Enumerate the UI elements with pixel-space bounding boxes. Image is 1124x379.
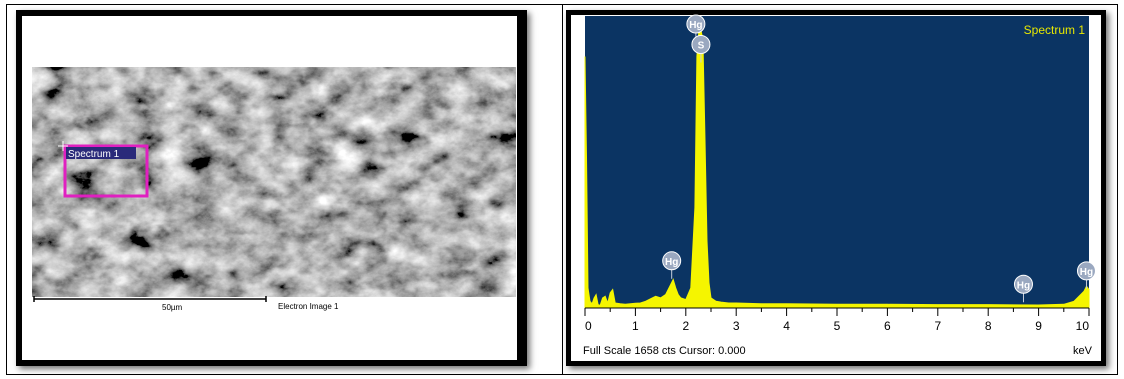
marker-badge	[686, 14, 706, 34]
marker-label: S	[698, 40, 705, 51]
full-scale-readout: Full Scale 1658 cts Cursor: 0.000	[583, 345, 746, 357]
marker-layer: Hg S Hg Hg Hg	[662, 14, 1096, 303]
x-tick-label: 4	[783, 319, 790, 333]
spectrum-series-0	[584, 29, 1090, 309]
element-marker-hg: Hg	[686, 14, 706, 42]
electron-image-label: Electron Image 1	[278, 302, 339, 311]
figure-table	[6, 4, 1118, 375]
spectrum-roi-box[interactable]	[63, 144, 149, 198]
spectrum-layer	[584, 29, 1090, 309]
x-tick-label: 1	[632, 319, 639, 333]
x-tick-layer: 0 1 2 3 4 5 6 7 8 9 10	[584, 308, 1090, 333]
x-tick-label: 5	[834, 319, 841, 333]
x-tick-label: 10	[1076, 319, 1090, 333]
marker-label: Hg	[689, 20, 702, 31]
sem-image-panel: Spectrum 1 50µm Electron Image 1	[16, 10, 527, 366]
x-tick-label: 3	[733, 319, 740, 333]
x-tick-label: 7	[934, 319, 941, 333]
marker-badge	[691, 34, 711, 54]
marker-badge	[1013, 274, 1033, 294]
chart-title: Spectrum 1	[1024, 23, 1086, 37]
spectrum-roi-label-bg	[66, 147, 136, 159]
eds-spectrum-chart: 0 1 2 3 4 5 6 7 8 9 10 Hg S Hg Hg Hg Spectrum 1 Full S…	[571, 14, 1101, 361]
scale-bar-label: 50µm	[162, 303, 183, 312]
spectrum-roi-label: Spectrum 1	[68, 149, 120, 160]
cell-divider	[562, 5, 563, 374]
x-tick-label: 6	[884, 319, 891, 333]
x-tick-label: 8	[985, 319, 992, 333]
marker-label: Hg	[1017, 280, 1030, 291]
x-tick-label: 0	[585, 319, 592, 333]
marker-label: Hg	[665, 257, 678, 268]
plot-area	[585, 16, 1089, 308]
element-marker-hg: Hg	[1076, 261, 1096, 289]
element-marker-hg: Hg	[662, 251, 682, 279]
sem-image: Spectrum 1 50µm Electron Image 1	[22, 16, 517, 360]
element-marker-hg: Hg	[1013, 274, 1033, 303]
eds-spectrum-panel: 0 1 2 3 4 5 6 7 8 9 10 Hg S Hg Hg Hg Spectrum 1 Full S…	[566, 10, 1106, 366]
element-marker-s: S	[691, 34, 711, 63]
marker-badge	[1076, 261, 1096, 281]
marker-badge	[662, 251, 682, 271]
sem-micrograph	[32, 67, 516, 297]
x-tick-label: 2	[682, 319, 689, 333]
x-tick-label: 9	[1035, 319, 1042, 333]
marker-label: Hg	[1080, 267, 1093, 278]
x-axis-unit-label: keV	[1073, 345, 1093, 357]
